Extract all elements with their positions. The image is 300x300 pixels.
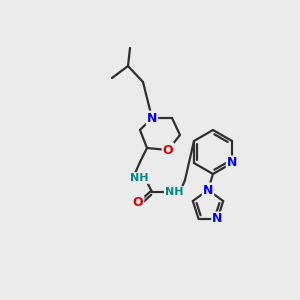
Text: N: N (147, 112, 157, 124)
Text: N: N (227, 157, 237, 169)
Text: NH: NH (130, 173, 148, 183)
Text: O: O (163, 143, 173, 157)
Text: O: O (133, 196, 143, 209)
Text: NH: NH (165, 187, 183, 197)
Text: N: N (212, 212, 223, 225)
Text: N: N (203, 184, 213, 196)
